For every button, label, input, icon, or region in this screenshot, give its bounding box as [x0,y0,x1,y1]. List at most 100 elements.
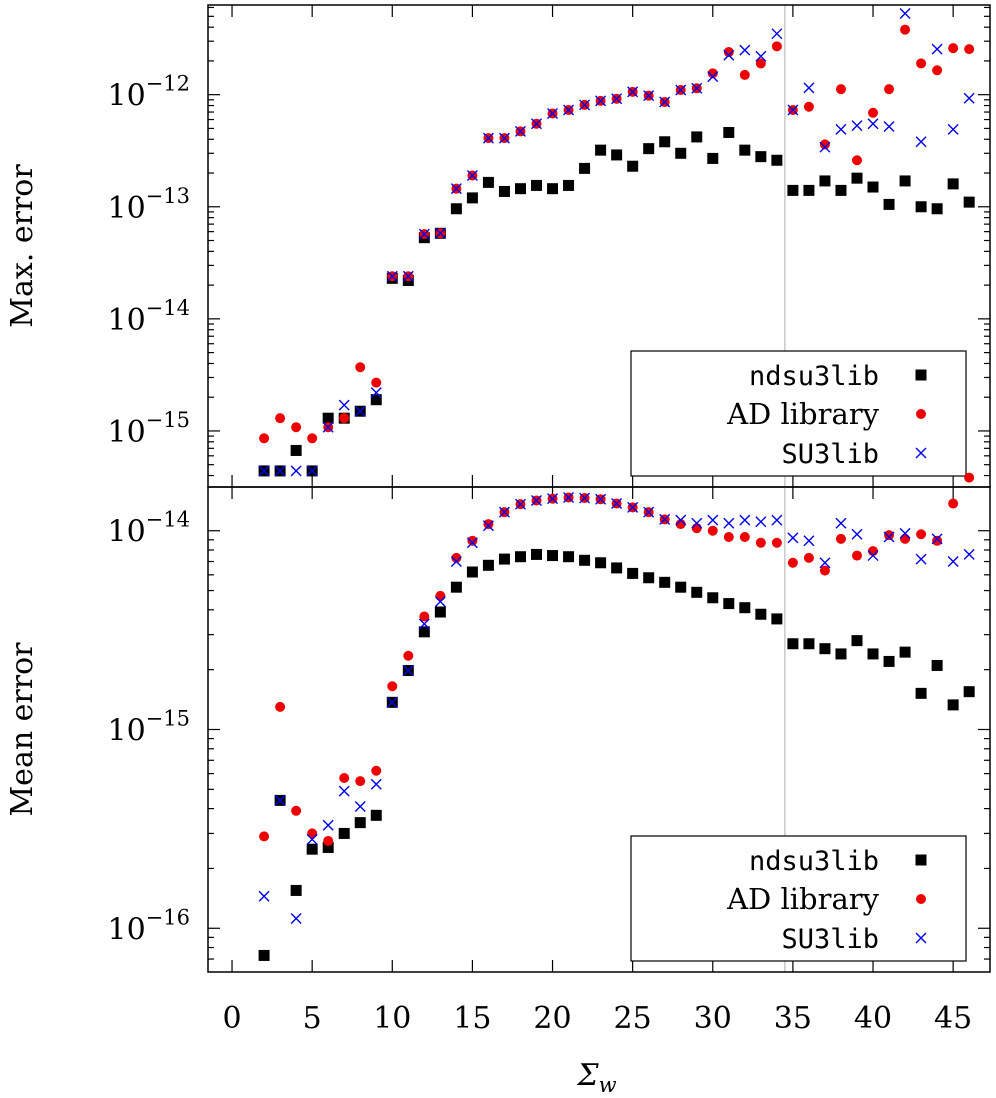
data-point [755,58,766,69]
data-point [916,529,927,540]
data-point [498,132,510,144]
data-point [354,800,366,812]
data-point [883,655,895,667]
data-point [627,501,639,513]
data-point [547,550,559,562]
data-point [803,184,815,196]
data-point [883,121,895,133]
data-point [370,387,382,399]
data-point [771,537,782,548]
data-point [531,118,542,130]
data-point [851,635,863,647]
data-point [851,120,863,132]
data-point [595,95,607,107]
y-tick-label: 10−14 [107,296,190,338]
data-point [900,24,911,35]
data-point [579,162,591,174]
data-point [258,890,270,902]
data-point [835,517,847,529]
data-point [739,144,751,156]
data-point [835,648,847,660]
data-point [595,144,607,156]
series-su3lib [258,7,975,477]
data-point [723,531,734,542]
data-point [963,548,975,560]
legend-marker [915,932,927,944]
data-point [691,82,703,94]
data-point [771,28,783,40]
data-point [723,517,735,529]
data-point [900,533,911,544]
data-point [402,270,414,282]
data-point [835,533,846,544]
data-point [675,514,687,526]
legend-marker [915,447,927,459]
data-point [787,557,798,568]
data-point [691,586,703,598]
x-tick-label: 40 [854,1001,892,1036]
legend: ndsu3lib AD library SU3lib [630,350,967,477]
data-point [323,835,334,846]
data-point [771,154,783,166]
data-point [595,557,607,569]
data-point [627,86,639,98]
data-point [948,498,959,509]
data-point [259,831,270,842]
data-point [707,525,718,536]
data-point [450,203,462,215]
x-tick-label: 45 [934,1001,972,1036]
data-point [355,776,366,787]
data-point [611,93,623,105]
data-point [883,531,895,543]
data-point [947,178,959,190]
data-point [531,179,543,191]
data-point [307,828,318,839]
data-point [435,590,446,601]
data-point [835,184,847,196]
data-point [403,650,414,661]
data-point [386,696,398,708]
data-point [482,520,494,532]
data-point [370,394,382,406]
data-point [947,556,959,568]
series-ad-library [259,472,975,846]
data-point [899,175,911,187]
data-point [258,949,270,961]
data-point [867,181,879,193]
legend-box [630,835,967,962]
data-point [947,699,959,711]
data-point [514,551,526,563]
data-point [290,465,302,477]
data-point [851,528,863,540]
data-point [819,141,831,153]
data-point [675,581,687,593]
data-point [579,554,591,566]
data-point [547,107,559,119]
data-point [803,535,815,547]
data-point [275,701,286,712]
data-point [691,131,703,143]
x-tick-label: 30 [694,1001,732,1036]
data-point [498,553,510,565]
legend-box [630,350,967,477]
data-point [643,143,655,155]
data-point [290,912,302,924]
data-point [947,123,959,135]
data-point [547,493,559,505]
legend-marker [915,369,927,381]
legend-marker [916,409,926,419]
data-point [723,49,735,61]
data-point [659,576,671,588]
legend-label: AD library [726,882,880,916]
data-point [867,550,879,562]
data-point [739,602,751,614]
data-point [675,147,687,159]
data-point [803,638,815,650]
data-point [434,227,446,239]
x-tick-label: 20 [533,1001,571,1036]
data-point [418,228,430,240]
data-point [482,559,494,571]
data-point [867,648,879,660]
data-point [899,527,911,539]
